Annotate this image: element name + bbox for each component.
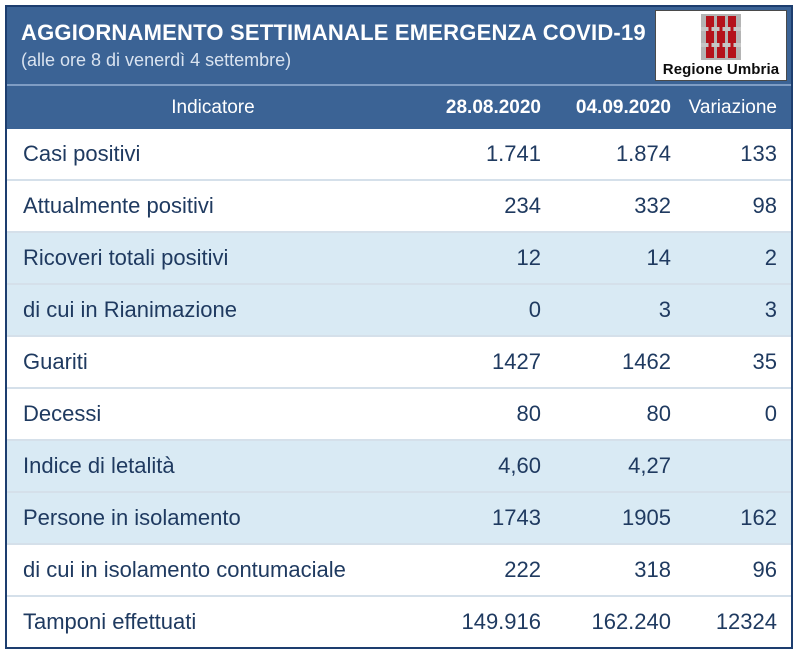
value-cell-date-1: 4,60 xyxy=(498,453,541,478)
table-row: di cui in isolamento contumaciale 222 318 9… xyxy=(7,543,791,595)
value-cell-date-1: 149.916 xyxy=(461,609,541,634)
value-cell-date-1: 1743 xyxy=(492,505,541,530)
title-banner: AGGIORNAMENTO SETTIMANALE EMERGENZA COVI… xyxy=(7,7,791,86)
table-row: di cui in Rianimazione 0 3 3 xyxy=(7,283,791,335)
value-cell-date-1: 1427 xyxy=(492,349,541,374)
value-cell-date-1: 12 xyxy=(516,245,541,270)
value-cell-variazione: 3 xyxy=(764,297,777,322)
indicator-label: Casi positivi xyxy=(23,141,141,166)
value-cell-date-2: 162.240 xyxy=(591,609,671,634)
value-cell-date-1: 234 xyxy=(504,193,541,218)
umbria-emblem-icon xyxy=(701,14,741,60)
page-subtitle: (alle ore 8 di venerdì 4 settembre) xyxy=(21,49,292,70)
table-row: Ricoveri totali positivi 12 14 2 xyxy=(7,231,791,283)
value-cell-date-2: 1.874 xyxy=(615,141,671,166)
value-cell-date-1: 0 xyxy=(528,297,541,322)
table-body: Casi positivi 1.741 1.874 133 Attualmente po… xyxy=(7,129,791,647)
column-header-date-1: 28.08.2020 xyxy=(445,96,541,118)
indicator-label: Ricoveri totali positivi xyxy=(23,245,229,270)
value-cell-date-2: 318 xyxy=(634,557,671,582)
value-cell-date-1: 1.741 xyxy=(485,141,541,166)
indicator-label: Persone in isolamento xyxy=(23,505,241,530)
table-row: Guariti 1427 1462 35 xyxy=(7,335,791,387)
value-cell-date-1: 222 xyxy=(504,557,541,582)
column-header-date-2: 04.09.2020 xyxy=(575,96,671,118)
column-header-indicatore: Indicatore xyxy=(171,96,255,118)
value-cell-date-2: 3 xyxy=(658,297,671,322)
value-cell-date-2: 332 xyxy=(634,193,671,218)
value-cell-variazione: 162 xyxy=(740,505,777,530)
indicator-label: di cui in isolamento contumaciale xyxy=(23,557,346,582)
table-row: Decessi 80 80 0 xyxy=(7,387,791,439)
value-cell-variazione: 96 xyxy=(752,557,777,582)
value-cell-date-1: 80 xyxy=(516,401,541,426)
value-cell-variazione: 98 xyxy=(752,193,777,218)
table-row: Casi positivi 1.741 1.874 133 xyxy=(7,129,791,179)
banner-text: AGGIORNAMENTO SETTIMANALE EMERGENZA COVI… xyxy=(21,20,646,70)
indicator-label: Decessi xyxy=(23,401,102,426)
indicator-label: di cui in Rianimazione xyxy=(23,297,237,322)
value-cell-variazione: 12324 xyxy=(715,609,777,634)
table-row: Persone in isolamento 1743 1905 162 xyxy=(7,491,791,543)
indicator-label: Indice di letalità xyxy=(23,453,175,478)
regione-umbria-logo: Regione Umbria xyxy=(655,10,787,81)
value-cell-variazione: 0 xyxy=(764,401,777,426)
indicator-label: Attualmente positivi xyxy=(23,193,214,218)
table-header-row: Indicatore 28.08.2020 04.09.2020 Variazi… xyxy=(7,86,791,129)
logo-label: Regione Umbria xyxy=(662,61,780,78)
covid-bulletin-card: AGGIORNAMENTO SETTIMANALE EMERGENZA COVI… xyxy=(5,5,793,649)
table-row: Tamponi effettuati 149.916 162.240 12324 xyxy=(7,595,791,647)
value-cell-variazione: 2 xyxy=(764,245,777,270)
value-cell-date-2: 4,27 xyxy=(628,453,671,478)
value-cell-variazione: 133 xyxy=(740,141,777,166)
indicator-label: Tamponi effettuati xyxy=(23,609,197,634)
column-header-variazione: Variazione xyxy=(688,96,777,118)
value-cell-date-2: 14 xyxy=(646,245,671,270)
table-row: Attualmente positivi 234 332 98 xyxy=(7,179,791,231)
table-row: Indice di letalità 4,60 4,27 xyxy=(7,439,791,491)
value-cell-date-2: 1905 xyxy=(622,505,671,530)
value-cell-date-2: 1462 xyxy=(622,349,671,374)
value-cell-variazione: 35 xyxy=(752,349,777,374)
indicator-label: Guariti xyxy=(23,349,88,374)
value-cell-date-2: 80 xyxy=(646,401,671,426)
page-title: AGGIORNAMENTO SETTIMANALE EMERGENZA COVI… xyxy=(21,20,646,46)
